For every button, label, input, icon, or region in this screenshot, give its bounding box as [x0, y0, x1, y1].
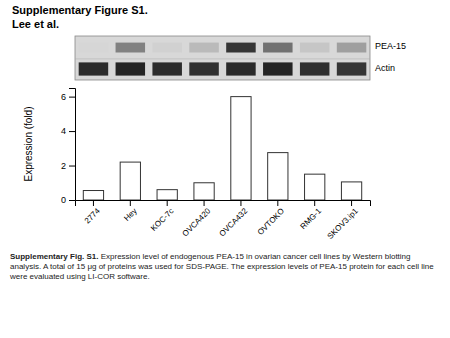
bar — [231, 97, 251, 200]
blot-band — [263, 43, 293, 53]
x-axis: 2774 Hey KOC-7cOVCA420OVCA432OVTOKO RMG-1SK… — [76, 200, 371, 241]
blot-label: PEA-15 — [375, 41, 406, 51]
x-tick-label: 2774 — [83, 206, 102, 225]
blot-band — [300, 62, 330, 75]
x-tick-mark — [351, 200, 352, 206]
y-tick: 6 — [61, 92, 75, 102]
x-tick: OVCA432 — [217, 200, 249, 238]
x-tick-label: OVTOKO — [256, 207, 286, 237]
bar — [305, 174, 325, 200]
bar — [341, 182, 361, 200]
caption-bold: Supplementary Fig. S1. — [10, 252, 98, 261]
bar — [83, 191, 103, 200]
bar — [194, 183, 214, 200]
blot-band — [152, 62, 182, 75]
blot-band — [337, 43, 367, 53]
bar — [120, 162, 140, 200]
x-tick: SKOV3.ip1 — [326, 200, 361, 241]
y-axis-title: Expression (fold) — [23, 106, 34, 181]
bars — [83, 97, 361, 200]
caption: Supplementary Fig. S1. Expression level … — [10, 252, 440, 282]
y-tick: 4 — [61, 126, 75, 136]
x-tick: OVTOKO — [256, 200, 286, 237]
x-tick: 2774 — [83, 200, 102, 225]
title: Supplementary Figure S1. — [12, 4, 148, 16]
y-tick-label: 4 — [61, 126, 66, 136]
y-tick-mark — [69, 166, 75, 167]
blot-band — [226, 62, 256, 75]
x-tick-mark — [130, 200, 131, 206]
x-tick-mark — [93, 200, 94, 206]
blot-divider — [75, 58, 370, 59]
blot-band — [116, 43, 146, 53]
y-tick-mark — [69, 200, 75, 201]
blot-row — [79, 43, 367, 53]
blot-band — [79, 43, 109, 53]
x-tick-label: Hey — [122, 207, 138, 223]
y-tick-label: 0 — [61, 195, 66, 205]
x-tick: RMG-1 — [298, 200, 323, 231]
y-axis: 0 2 4 6 — [61, 89, 76, 206]
y-tick-label: 6 — [61, 92, 66, 102]
bar — [157, 190, 177, 200]
blot — [75, 36, 370, 80]
y-tick-mark — [69, 131, 75, 132]
y-tick-mark — [69, 97, 75, 98]
x-tick-mark — [277, 200, 278, 206]
x-tick-label: SKOV3.ip1 — [326, 206, 361, 241]
x-tick-label: OVCA432 — [217, 206, 249, 238]
blot-band — [189, 62, 219, 75]
y-tick-label: 2 — [61, 161, 66, 171]
blot-band — [116, 62, 146, 75]
blot-band — [79, 62, 109, 75]
x-tick-mark — [314, 200, 315, 206]
blot-band — [263, 62, 293, 75]
x-tick-label: OVCA420 — [181, 206, 213, 238]
bar — [268, 153, 288, 200]
blot-band — [189, 43, 219, 53]
chart: Supplementary Figure S1. Lee et al. PEA-15… — [0, 0, 450, 252]
y-tick: 0 — [61, 195, 75, 205]
blot-label: Actin — [375, 63, 395, 73]
x-axis-line — [76, 201, 371, 207]
blot-band — [226, 43, 256, 53]
y-axis-line — [69, 89, 76, 201]
subtitle: Lee et al. — [12, 18, 59, 30]
blot-row — [79, 62, 367, 75]
x-tick: KOC-7c — [149, 200, 175, 233]
blot-band — [337, 62, 367, 75]
x-tick-mark — [204, 200, 205, 206]
x-tick-mark — [167, 200, 168, 206]
blot-band — [152, 43, 182, 53]
x-tick-mark — [240, 200, 241, 206]
y-tick: 2 — [61, 161, 75, 171]
blot-background — [75, 36, 370, 80]
x-tick-label: RMG-1 — [298, 206, 323, 231]
x-tick: OVCA420 — [181, 200, 213, 238]
blot-band — [300, 43, 330, 53]
x-tick: Hey — [122, 200, 138, 223]
x-tick-label: KOC-7c — [149, 207, 175, 233]
